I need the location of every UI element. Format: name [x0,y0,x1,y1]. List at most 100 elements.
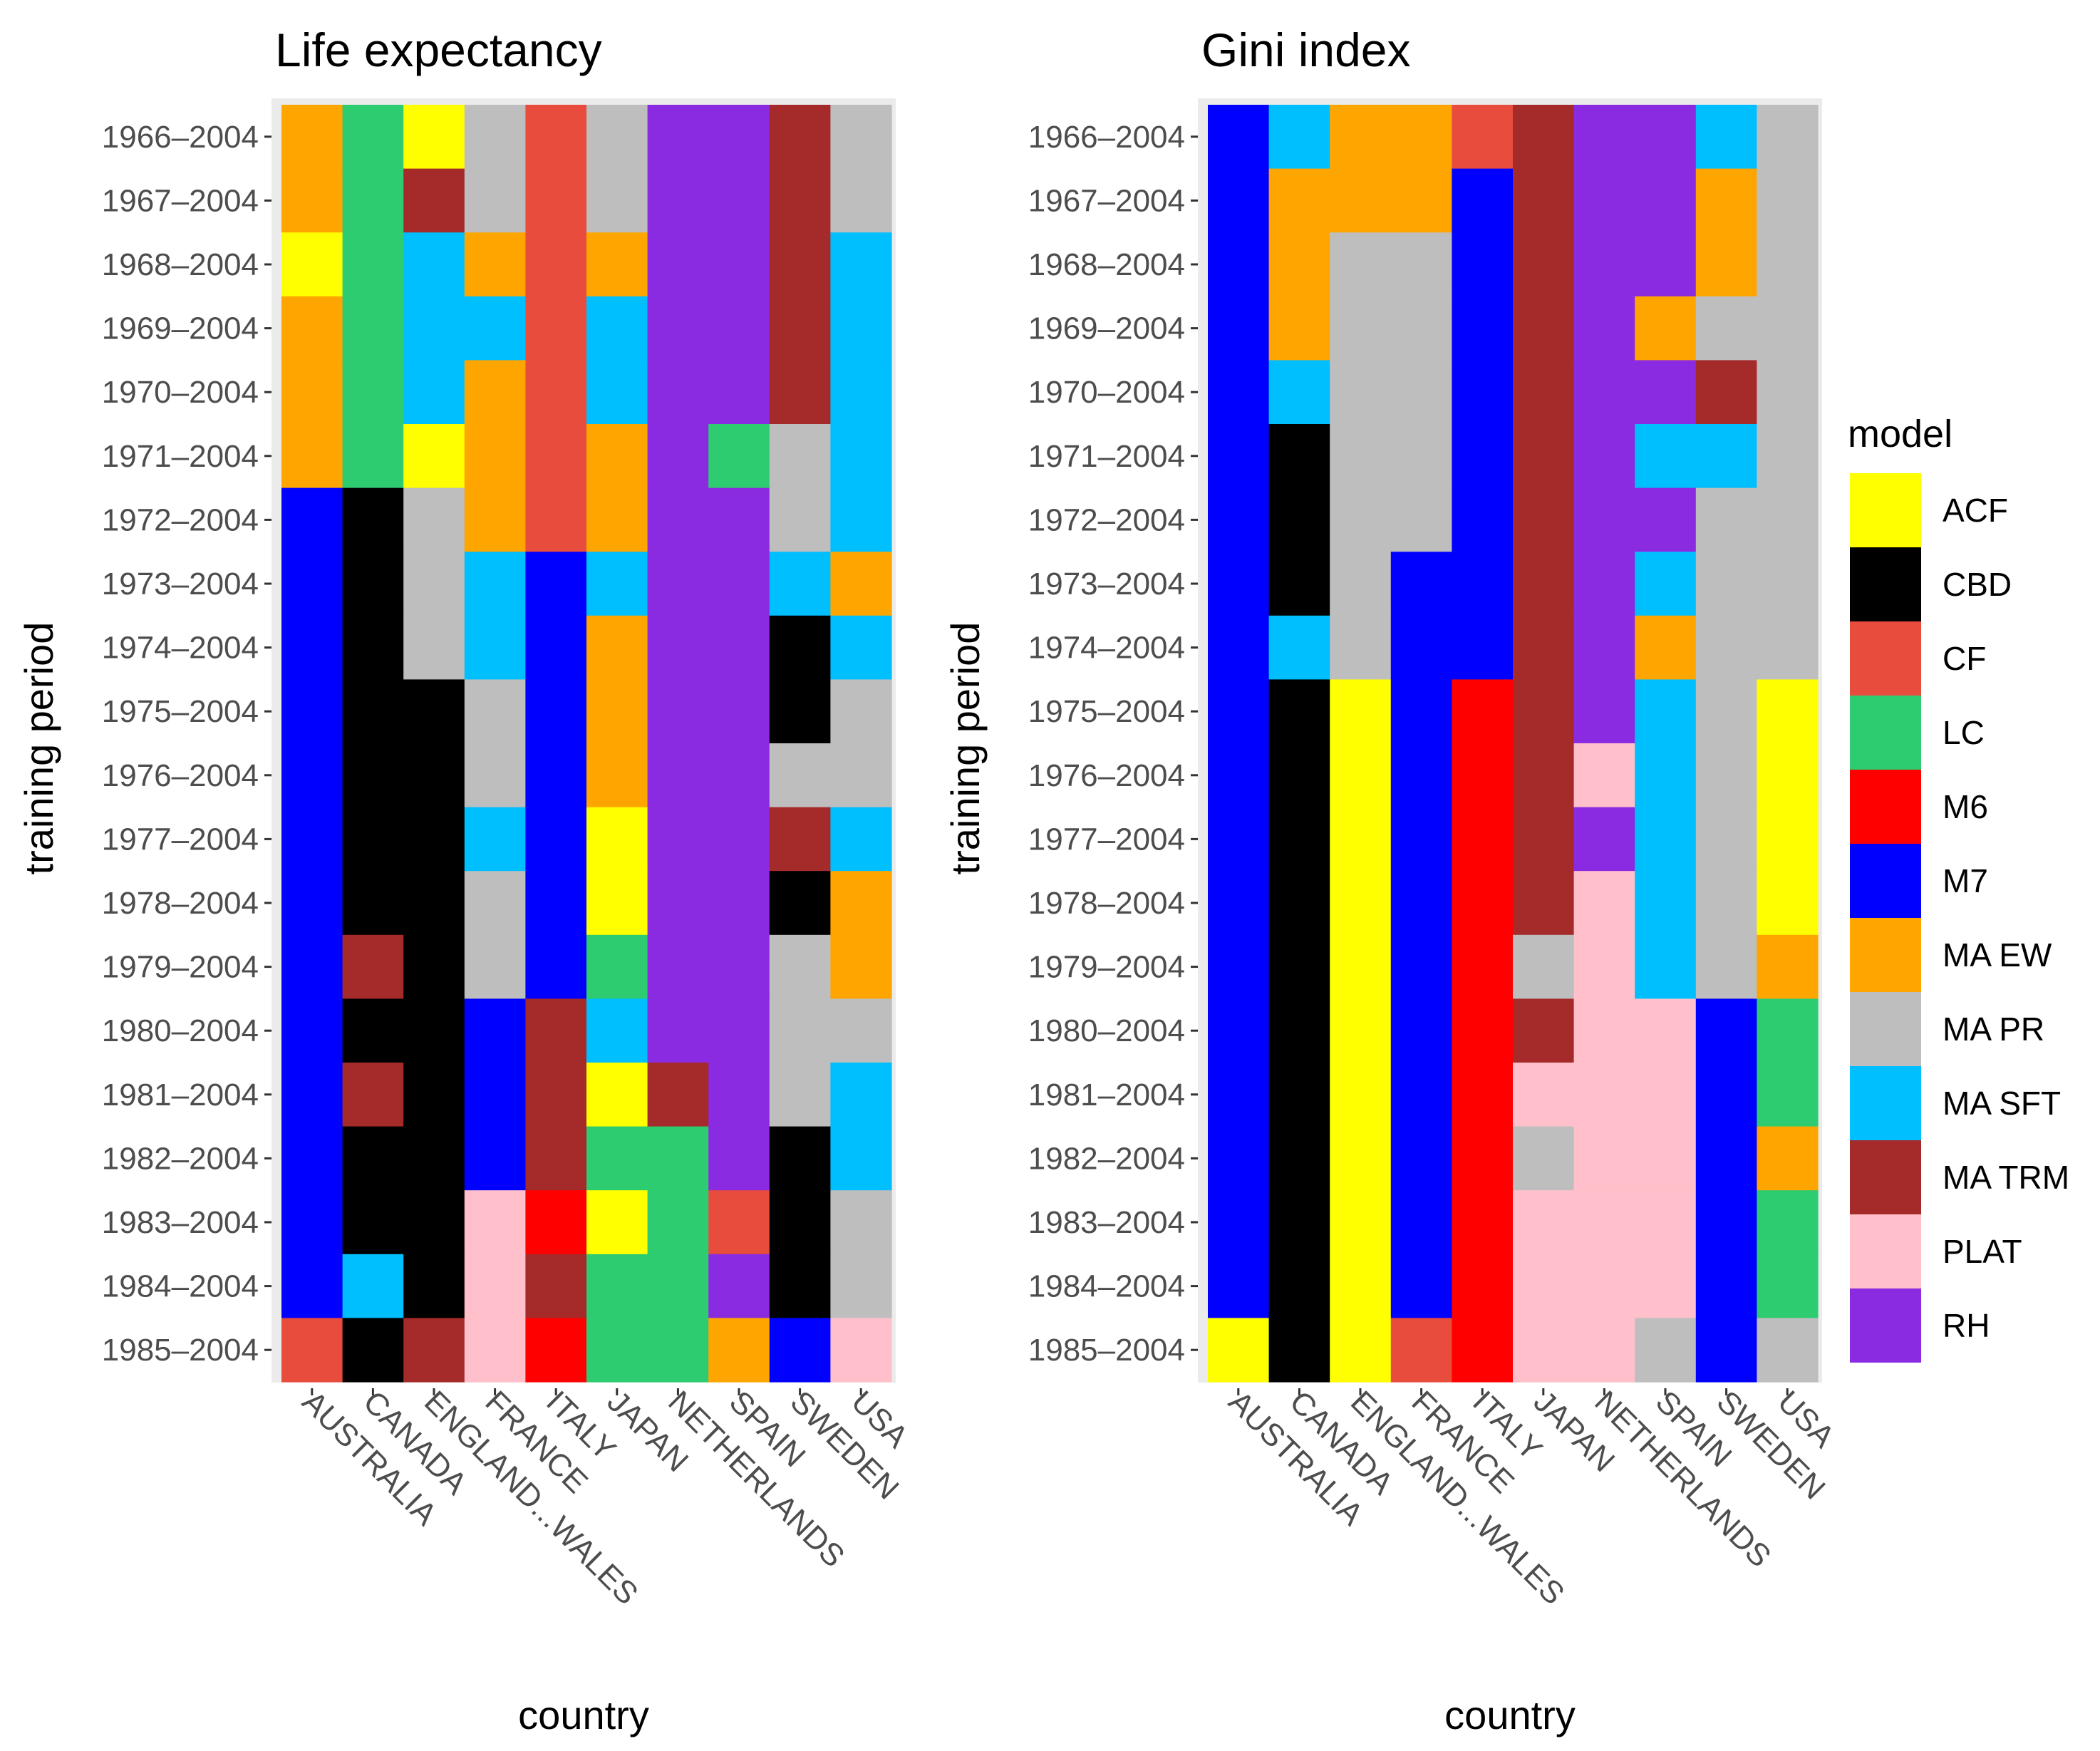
heatmap-cell: 1982–2004 / USA: MA SFT [830,1126,892,1191]
heatmap-cell: 1984–2004 / JAPAN: PLAT [1513,1254,1575,1318]
heatmap-cell: 1985–2004 / ENGLAND...WALES: ACF [1330,1318,1392,1383]
heatmap-cell: 1978–2004 / ENGLAND...WALES: CBD [403,871,465,936]
y-tick-label: 1967–2004 [102,183,259,218]
heatmap-cell: 1979–2004 / NETHERLANDS: RH [647,934,709,999]
y-tick-label: 1985–2004 [1028,1333,1185,1368]
heatmap-cell: 1977–2004 / JAPAN: MA TRM [1513,807,1575,872]
heatmap-cell: 1972–2004 / AUSTRALIA: M7 [1208,487,1270,552]
heatmap-cell: 1976–2004 / FRANCE: M7 [1390,743,1452,808]
heatmap-cell: 1972–2004 / ENGLAND...WALES: MA PR [403,487,465,552]
heatmap-cell: 1976–2004 / ENGLAND...WALES: CBD [403,743,465,808]
heatmap-cell: 1972–2004 / CANADA: CBD [342,487,404,552]
heatmap-cell: 1984–2004 / SPAIN: RH [708,1254,770,1318]
heatmap-cell: 1968–2004 / ENGLAND...WALES: MA SFT [403,232,465,297]
heatmap-cell: 1977–2004 / USA: MA SFT [830,807,892,872]
heatmap-cell: 1982–2004 / ENGLAND...WALES: CBD [403,1126,465,1191]
heatmap-cell: 1985–2004 / AUSTRALIA: CF [281,1318,343,1383]
y-tick-label: 1974–2004 [1028,631,1185,666]
heatmap-cell: 1979–2004 / AUSTRALIA: M7 [1208,934,1270,999]
heatmap-cell: 1981–2004 / AUSTRALIA: M7 [281,1063,343,1127]
heatmap-cell: 1976–2004 / CANADA: CBD [1268,743,1330,808]
heatmap-cell: 1984–2004 / SPAIN: PLAT [1635,1254,1697,1318]
heatmap-cell: 1977–2004 / ENGLAND...WALES: CBD [403,807,465,872]
heatmap-cell: 1983–2004 / USA: LC [1757,1190,1819,1255]
heatmap-cell: 1981–2004 / CANADA: CBD [1268,1063,1330,1127]
legend-label: RH [1943,1307,1990,1344]
heatmap-cell: 1967–2004 / NETHERLANDS: RH [1573,168,1635,233]
heatmap-cell: 1967–2004 / NETHERLANDS: RH [647,168,709,233]
heatmap-cell: 1969–2004 / SWEDEN: MA PR [1695,296,1757,361]
heatmap-cell: 1970–2004 / AUSTRALIA: M7 [1208,360,1270,425]
heatmap-cell: 1985–2004 / NETHERLANDS: PLAT [1573,1318,1635,1383]
heatmap-cell: 1966–2004 / USA: MA PR [1757,105,1819,170]
heatmap-cell: 1980–2004 / SWEDEN: MA PR [769,998,831,1063]
heatmap-cell: 1980–2004 / FRANCE: M7 [1390,998,1452,1063]
heatmap-cell: 1971–2004 / SPAIN: MA SFT [1635,424,1697,489]
heatmap-cell: 1966–2004 / AUSTRALIA: MA EW [281,105,343,170]
heatmap-cell: 1974–2004 / SWEDEN: CBD [769,615,831,680]
heatmap-cell: 1978–2004 / FRANCE: MA PR [464,871,526,936]
heatmap-cell: 1982–2004 / SPAIN: PLAT [1635,1126,1697,1191]
legend-items: ACF CBD CF LC M6 M7 MA EW MA PR MA SFT MA TRM PLAT… [1850,473,2069,1363]
heatmap-cell: 1974–2004 / ENGLAND...WALES: MA PR [403,615,465,680]
y-tick-label: 1982–2004 [102,1141,259,1176]
heatmap-cell: 1966–2004 / SWEDEN: MA SFT [1695,105,1757,170]
y-tick-label: 1985–2004 [102,1333,259,1368]
heatmap-cell: 1977–2004 / NETHERLANDS: RH [647,807,709,872]
x-axis-label: country [1444,1693,1576,1737]
heatmap-cell: 1978–2004 / JAPAN: ACF [586,871,648,936]
heatmap-cell: 1976–2004 / AUSTRALIA: M7 [1208,743,1270,808]
heatmap-cell: 1976–2004 / SPAIN: MA SFT [1635,743,1697,808]
heatmap-cell: 1971–2004 / CANADA: LC [342,424,404,489]
heatmap-cell: 1979–2004 / JAPAN: LC [586,934,648,999]
y-tick-label: 1970–2004 [102,375,259,410]
heatmap-cell: 1977–2004 / JAPAN: ACF [586,807,648,872]
heatmap-cell: 1969–2004 / SPAIN: RH [708,296,770,361]
heatmap-cell: 1973–2004 / CANADA: CBD [1268,552,1330,616]
heatmap-cell: 1980–2004 / JAPAN: MA TRM [1513,998,1575,1063]
heatmap-cell: 1981–2004 / AUSTRALIA: M7 [1208,1063,1270,1127]
heatmap-cell: 1983–2004 / ENGLAND...WALES: ACF [1330,1190,1392,1255]
heatmap-cell: 1977–2004 / ITALY: M7 [525,807,587,872]
heatmap-cell: 1977–2004 / SPAIN: RH [708,807,770,872]
heatmap-cell: 1966–2004 / FRANCE: MA EW [1390,105,1452,170]
heatmap-cell: 1969–2004 / ENGLAND...WALES: MA PR [1330,296,1392,361]
heatmap-cell: 1968–2004 / SPAIN: RH [708,232,770,297]
heatmap-cell: 1973–2004 / JAPAN: MA TRM [1513,552,1575,616]
legend-title: model [1848,413,1952,455]
heatmap-cell: 1981–2004 / ITALY: MA TRM [525,1063,587,1127]
heatmap-cell: 1968–2004 / AUSTRALIA: ACF [281,232,343,297]
y-tick-label: 1980–2004 [102,1013,259,1048]
heatmap-cell: 1966–2004 / ENGLAND...WALES: MA EW [1330,105,1392,170]
heatmap-cell: 1978–2004 / SPAIN: MA SFT [1635,871,1697,936]
heatmap-cell: 1971–2004 / ENGLAND...WALES: MA PR [1330,424,1392,489]
y-tick-label: 1973–2004 [102,567,259,601]
heatmap-cell: 1978–2004 / SPAIN: RH [708,871,770,936]
heatmap-cell: 1983–2004 / NETHERLANDS: PLAT [1573,1190,1635,1255]
heatmap-cell: 1983–2004 / CANADA: CBD [342,1190,404,1255]
heatmap-cell: 1977–2004 / FRANCE: MA SFT [464,807,526,872]
y-tick-label: 1972–2004 [1028,502,1185,537]
heatmap-cell: 1977–2004 / AUSTRALIA: M7 [281,807,343,872]
heatmap-cell: 1968–2004 / ITALY: CF [525,232,587,297]
heatmap-cell: 1982–2004 / SWEDEN: M7 [1695,1126,1757,1191]
heatmap-cell: 1974–2004 / FRANCE: M7 [1390,615,1452,680]
heatmap-cell: 1970–2004 / AUSTRALIA: MA EW [281,360,343,425]
heatmap-cell: 1985–2004 / NETHERLANDS: LC [647,1318,709,1383]
heatmap-cell: 1984–2004 / FRANCE: M7 [1390,1254,1452,1318]
heatmap-cell: 1971–2004 / NETHERLANDS: RH [1573,424,1635,489]
heatmap-cell: 1981–2004 / NETHERLANDS: MA TRM [647,1063,709,1127]
heatmap-cell: 1975–2004 / ENGLAND...WALES: CBD [403,679,465,744]
heatmap-cell: 1982–2004 / FRANCE: M7 [1390,1126,1452,1191]
heatmap-cell: 1983–2004 / USA: MA PR [830,1190,892,1255]
heatmap-cell: 1975–2004 / JAPAN: MA EW [586,679,648,744]
heatmap-cell: 1985–2004 / JAPAN: LC [586,1318,648,1383]
heatmap-cell: 1967–2004 / SPAIN: RH [1635,168,1697,233]
heatmap-cell: 1973–2004 / ENGLAND...WALES: MA PR [1330,552,1392,616]
heatmap-cell: 1970–2004 / NETHERLANDS: RH [1573,360,1635,425]
heatmap-cell: 1980–2004 / ITALY: MA TRM [525,998,587,1063]
heatmap-cell: 1983–2004 / JAPAN: PLAT [1513,1190,1575,1255]
heatmap-cell: 1975–2004 / SPAIN: MA SFT [1635,679,1697,744]
heatmap-cell: 1984–2004 / CANADA: CBD [1268,1254,1330,1318]
heatmap-cell: 1984–2004 / ENGLAND...WALES: CBD [403,1254,465,1318]
